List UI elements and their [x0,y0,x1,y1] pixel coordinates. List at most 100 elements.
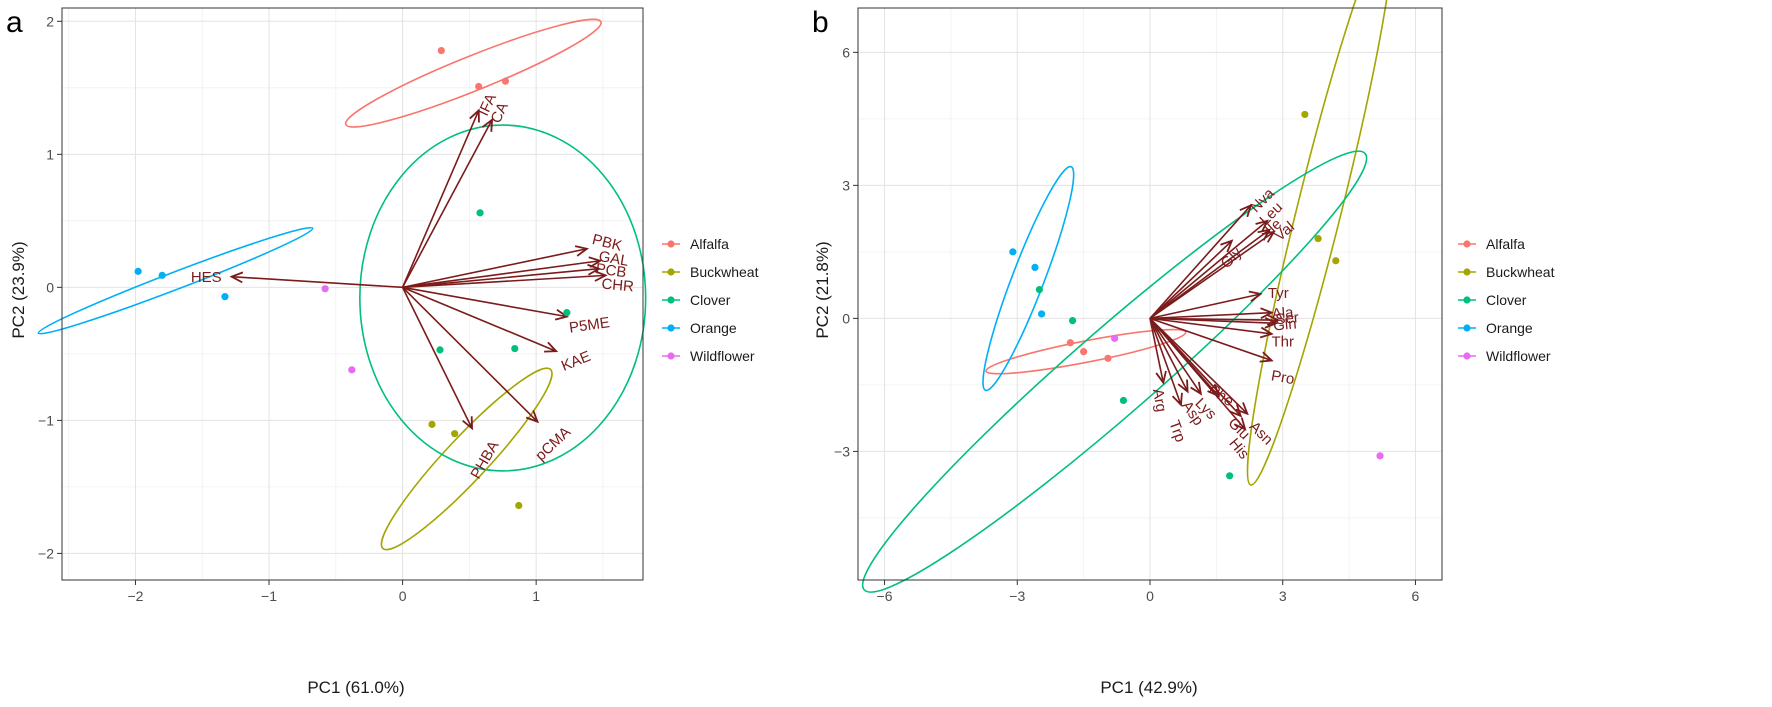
legend-label: Alfalfa [1486,236,1525,252]
loading-arrow [402,286,538,421]
legend-key-point [667,352,675,360]
data-point-wildflower [1111,334,1119,342]
pca-biplot-a: −2 −1 0 1−2−1012IFACAPBKGALPCBCHRP5MEKAEpCM… [37,7,647,604]
loading-arrow [1149,232,1274,320]
data-point-clover [436,346,444,354]
loading-label: CHR [601,276,635,296]
panel-a-y-axis-title: PC2 (23.9%) [9,241,28,338]
loading-arrow [1149,294,1261,320]
legend-key-point [1463,352,1471,360]
x-tick-label: 0 [1146,588,1154,604]
confidence-ellipse-clover [359,124,647,472]
loading-arrow [1149,317,1272,360]
legend-label: Buckwheat [1486,264,1555,280]
confidence-ellipse-alfalfa [985,328,1187,375]
legend-item-clover: Clover [662,292,731,308]
data-point-alfalfa [1080,348,1088,356]
data-point-orange [1009,248,1017,256]
legend-item-buckwheat: Buckwheat [1458,264,1555,280]
data-point-clover [1226,472,1234,480]
legend-label: Clover [1486,292,1527,308]
y-tick-label: 1 [46,146,54,162]
loading-arrow [1149,318,1276,323]
x-tick-label: 1 [532,588,540,604]
loading-arrow [1149,317,1201,393]
loading-arrow [232,277,403,289]
loading-arrow [402,286,567,316]
data-point-alfalfa [501,77,510,85]
confidence-ellipse-orange [37,226,314,335]
loading-arrow [402,249,587,289]
legend-a: Alfalfa Buckwheat Clover Orange Wildflower [662,236,759,364]
loading-arrow [1149,318,1188,391]
panel-b-letter: b [812,6,829,39]
plot-border [61,7,644,581]
confidence-ellipse-buckwheat [380,367,553,551]
legend-label: Alfalfa [690,236,729,252]
legend-key-point [1463,240,1471,248]
data-point-buckwheat [515,501,523,510]
x-tick-label: 6 [1412,588,1420,604]
panel-b-y-axis-title: PC2 (21.8%) [813,241,832,338]
x-tick-label: −2 [127,588,143,604]
data-point-alfalfa [437,46,445,55]
legend-item-alfalfa: Alfalfa [1458,236,1525,252]
loading-label: Tyr [1268,285,1289,302]
legend-b: Alfalfa Buckwheat Clover Orange Wildflower [1458,236,1555,364]
loading-arrow [1149,317,1272,334]
y-tick-label: 0 [46,279,54,295]
y-tick-label: 2 [46,13,54,29]
loading-label: Ser [1275,309,1300,328]
x-tick-label: −6 [877,588,893,604]
data-point-alfalfa [1066,339,1074,347]
loading-arrow [1149,221,1267,320]
data-point-clover [476,209,484,217]
legend-item-wildflower: Wildflower [662,348,755,364]
loading-label: GAL [597,248,630,270]
confidence-ellipse-orange [982,165,1075,392]
loading-arrow [402,286,557,351]
legend-key-point [667,324,675,332]
panel-b-x-axis-title: PC1 (42.9%) [1100,678,1197,697]
legend-label: Orange [1486,320,1533,336]
x-tick-label: −1 [261,588,277,604]
legend-label: Orange [690,320,737,336]
panel-a-letter: a [6,6,23,39]
x-tick-label: −3 [1009,588,1025,604]
loading-label: Arg [1149,387,1170,413]
data-point-clover [563,309,571,317]
loading-arrow [402,275,606,289]
data-point-clover [1035,285,1043,294]
legend-key-point [667,296,675,304]
y-tick-label: −1 [38,412,54,428]
legend-item-orange: Orange [662,320,737,336]
legend-label: Wildflower [1486,348,1551,364]
loading-arrow [1149,317,1247,413]
legend-key-point [1463,324,1471,332]
loading-arrow [401,286,472,428]
data-point-clover [1068,317,1077,325]
data-point-clover [511,344,519,353]
legend-item-alfalfa: Alfalfa [662,236,729,252]
pca-biplot-b: −6 −3 0 3 6−3036NvaLeuIleValGlyTyrAlaSerGlnT… [834,0,1443,604]
y-tick-label: −3 [834,443,850,459]
plot-background [62,8,643,580]
loading-arrow [402,261,601,289]
loading-arrow [1149,313,1272,320]
legend-key-point [667,268,675,276]
x-tick-label: 3 [1279,588,1287,604]
loading-arrow [1149,317,1241,416]
loading-arrow [401,120,492,288]
legend-key-point [1463,268,1471,276]
data-point-wildflower [348,366,356,374]
legend-label: Wildflower [690,348,755,364]
data-point-clover [1119,396,1128,405]
loading-arrow [1149,205,1251,319]
loading-label: Thr [1271,334,1294,351]
plot-border [857,7,1443,581]
loading-arrow [1149,317,1245,429]
legend-label: Buckwheat [690,264,759,280]
x-tick-label: 0 [399,588,407,604]
data-point-buckwheat [451,430,459,438]
loading-label: HES [191,269,222,286]
